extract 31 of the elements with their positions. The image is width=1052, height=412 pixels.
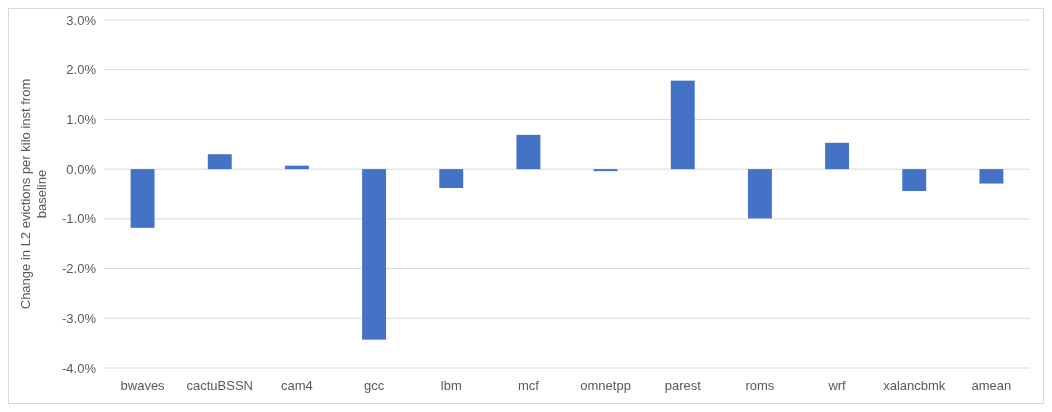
bar: [362, 169, 387, 340]
y-tick-label: 0.0%: [66, 161, 97, 177]
bar: [130, 169, 155, 228]
x-tick-label: cam4: [281, 378, 313, 393]
x-tick-label: wrf: [827, 378, 847, 393]
x-tick-label: lbm: [440, 378, 462, 393]
x-tick-label: cactuBSSN: [186, 378, 253, 393]
x-tick-label: parest: [664, 378, 702, 393]
y-tick-label: 2.0%: [66, 62, 97, 78]
bar: [902, 169, 927, 192]
x-tick-label: xalancbmk: [883, 378, 946, 393]
y-tick-label: -3.0%: [62, 310, 97, 326]
x-tick-label: omnetpp: [580, 378, 631, 393]
bar: [439, 169, 464, 189]
bar: [825, 142, 850, 170]
x-tick-label: amean: [971, 378, 1012, 393]
bar: [670, 80, 695, 170]
x-tick-label: roms: [745, 378, 775, 393]
y-tick-label: -1.0%: [62, 211, 97, 227]
y-tick-label: 1.0%: [66, 111, 97, 127]
x-tick-label: gcc: [363, 378, 385, 393]
x-tick-label: bwaves: [120, 378, 166, 393]
x-tick-label: mcf: [517, 378, 540, 393]
y-tick-label: 3.0%: [66, 12, 97, 28]
y-tick-label: -4.0%: [62, 360, 97, 376]
bar: [747, 169, 772, 219]
bar: [207, 154, 232, 170]
bar: [979, 169, 1004, 184]
y-tick-label: -2.0%: [62, 261, 97, 277]
bar: [516, 134, 541, 170]
y-axis-title: Change in L2 evictions per kilo inst from baseline: [18, 78, 50, 310]
